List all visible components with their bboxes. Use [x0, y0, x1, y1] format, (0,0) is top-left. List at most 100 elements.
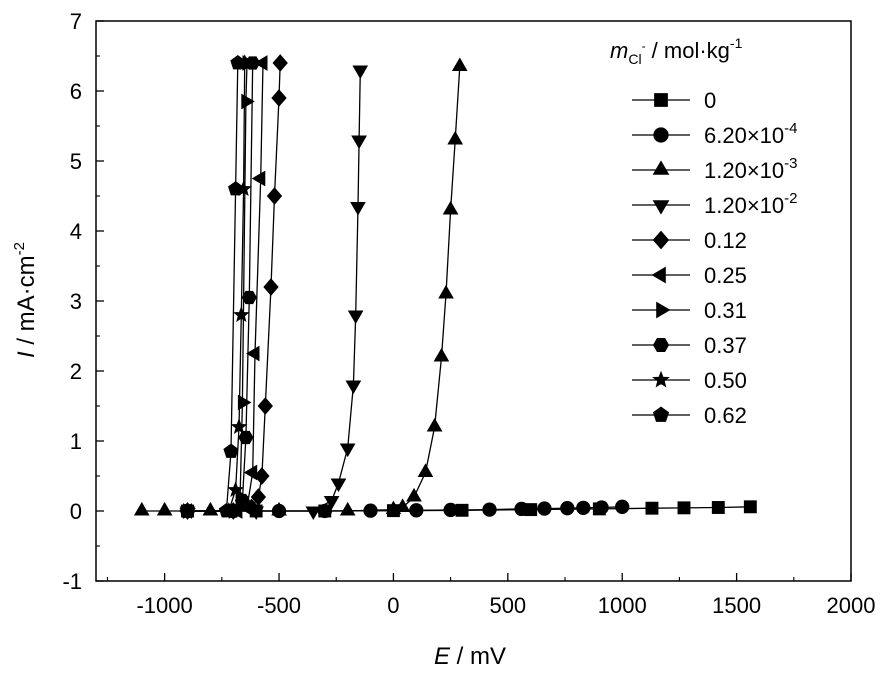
series-line — [141, 66, 461, 512]
data-point — [251, 170, 266, 187]
x-tick-label: -500 — [257, 593, 301, 618]
data-point — [447, 130, 464, 145]
y-tick-label: 2 — [70, 359, 82, 384]
legend-entry: 1.20×10-3 — [632, 155, 797, 183]
x-tick-label: 500 — [489, 593, 526, 618]
legend-marker — [652, 338, 670, 352]
data-point — [537, 501, 552, 516]
data-point — [228, 181, 244, 196]
data-point — [305, 506, 322, 520]
legend-entry: 0.31 — [632, 298, 747, 323]
legend-label: 0.50 — [704, 368, 747, 393]
legend-entry: 0.12 — [632, 228, 747, 253]
y-tick-label: 3 — [70, 289, 82, 314]
legend-entry: 0.37 — [632, 333, 747, 358]
data-point — [179, 502, 196, 518]
legend-label: 0.62 — [704, 403, 747, 428]
x-axis-label: E / mV — [434, 643, 506, 670]
data-point — [576, 500, 591, 516]
y-tick-label: -1 — [62, 569, 82, 594]
data-point — [227, 481, 244, 498]
legend: mCl- / mol·kg-1 0 6.20×10-4 1.20×10-3 1.20×… — [610, 35, 797, 428]
data-point — [156, 501, 173, 516]
data-point — [406, 487, 422, 502]
legend-entry: 0.50 — [632, 368, 747, 393]
data-point — [677, 501, 691, 515]
legend-marker — [652, 406, 670, 422]
legend-entry: 0 — [632, 88, 716, 113]
series-square — [181, 500, 757, 518]
data-point — [254, 55, 268, 71]
legend-marker — [652, 200, 670, 215]
data-point — [433, 347, 450, 362]
data-point — [263, 278, 279, 296]
series-group — [133, 54, 757, 520]
data-point — [243, 464, 258, 481]
y-tick-label: 0 — [70, 499, 82, 524]
y-tick-label: 5 — [70, 149, 82, 174]
data-point — [250, 488, 267, 506]
data-point — [202, 501, 219, 516]
series-triangle-left — [178, 55, 268, 519]
y-tick-label: 1 — [70, 429, 82, 454]
data-point — [743, 500, 757, 514]
legend-entry: 0.62 — [632, 403, 747, 428]
data-point — [254, 467, 270, 485]
data-point — [409, 503, 424, 518]
data-point — [514, 501, 529, 517]
data-point — [246, 345, 260, 362]
legend-label: 0.31 — [704, 298, 747, 323]
data-point — [271, 89, 287, 107]
data-point — [352, 65, 369, 80]
legend-label: 0.12 — [704, 228, 747, 253]
legend-entry: 6.20×10-4 — [632, 120, 797, 148]
data-point — [238, 430, 254, 445]
data-point — [330, 478, 347, 493]
data-point — [451, 57, 468, 71]
data-point — [438, 284, 454, 299]
data-point — [230, 418, 248, 435]
data-point — [645, 501, 659, 515]
legend-marker — [652, 370, 670, 388]
data-point — [266, 187, 283, 205]
data-point — [711, 501, 725, 514]
series-hexagon — [179, 56, 261, 518]
x-tick-label: 1000 — [598, 593, 647, 618]
legend-marker — [653, 127, 669, 143]
x-tick-label: 1500 — [712, 593, 761, 618]
data-point — [271, 501, 287, 516]
series-pentagon — [179, 54, 246, 518]
data-point — [443, 502, 458, 518]
x-tick-label: 2000 — [827, 593, 876, 618]
series-triangle-up — [133, 57, 468, 516]
x-tick-label: 0 — [387, 593, 399, 618]
data-point — [347, 310, 364, 325]
legend-label: 0.25 — [704, 263, 747, 288]
series-line — [187, 62, 239, 512]
data-point — [218, 502, 234, 518]
data-point — [442, 200, 459, 215]
data-point — [594, 500, 609, 515]
legend-label: 1.20×10-2 — [704, 190, 797, 218]
data-point — [241, 290, 257, 305]
legend-marker — [651, 266, 666, 284]
data-point — [232, 306, 250, 323]
data-point — [272, 54, 288, 72]
y-tick-label: 7 — [70, 9, 82, 34]
axis-ticks: -1000 -500 0 500 1000 1500 2000 -1 0 1 2 3 4 5 6 7 — [62, 9, 875, 618]
legend-label: 0.37 — [704, 333, 747, 358]
x-tick-label: -1000 — [136, 593, 192, 618]
legend-marker — [652, 160, 670, 175]
y-tick-label: 6 — [70, 79, 82, 104]
legend-marker — [654, 93, 668, 107]
legend-entry: 0.25 — [632, 263, 747, 288]
legend-entry: 1.20×10-2 — [632, 190, 797, 218]
legend-title: mCl- / mol·kg-1 — [610, 35, 743, 67]
data-point — [223, 443, 239, 458]
legend-label: 1.20×10-3 — [704, 155, 797, 183]
y-tick-label: 4 — [70, 219, 82, 244]
data-point — [339, 501, 356, 516]
legend-label: 6.20×10-4 — [704, 120, 797, 148]
data-point — [560, 501, 575, 516]
